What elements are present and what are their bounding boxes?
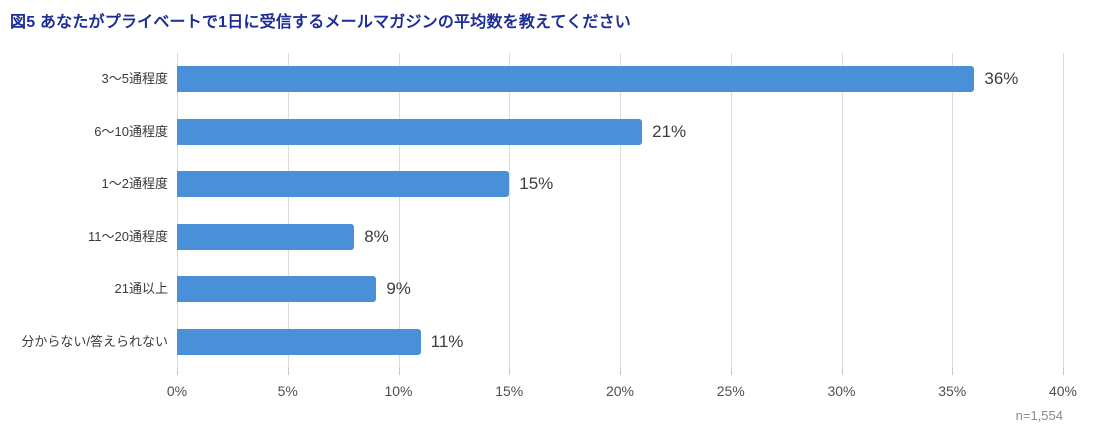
- axis-tick: [620, 368, 621, 375]
- value-label: 21%: [652, 121, 687, 141]
- bar: [177, 171, 510, 198]
- bar-row: 6〜10通程度 21%: [94, 106, 1063, 159]
- axis-tick: [287, 368, 289, 375]
- x-axis-label: 10%: [384, 383, 413, 399]
- x-axis-label: 25%: [716, 383, 745, 399]
- x-axis-label: 15%: [495, 383, 524, 399]
- gridline: [952, 53, 954, 368]
- axis-tick: [398, 368, 400, 375]
- bar-row: 3〜5通程度 36%: [102, 53, 1063, 106]
- category-label: 6〜10通程度: [94, 123, 168, 139]
- gridline: [177, 53, 178, 368]
- value-label: 15%: [519, 174, 554, 193]
- sample-size-note: n=1,554: [1015, 408, 1063, 423]
- axis-tick: [952, 368, 954, 375]
- bar: [177, 118, 643, 145]
- bar-row: 分からない/答えられない 11%: [21, 316, 1063, 369]
- axis-tick: [509, 368, 511, 375]
- category-label: 3〜5通程度: [101, 71, 168, 86]
- bar-row: 21通以上 9%: [115, 263, 1063, 316]
- x-axis-label: 35%: [938, 383, 967, 399]
- bar: [177, 223, 355, 250]
- bar: [177, 66, 975, 93]
- gridline: [287, 53, 289, 368]
- value-label: 9%: [386, 279, 411, 298]
- category-label: 11〜20通程度: [88, 228, 168, 244]
- category-label: 1〜2通程度: [101, 176, 168, 191]
- bar-row: 11〜20通程度 8%: [88, 211, 1063, 264]
- bar: [177, 328, 421, 355]
- x-axis-label: 40%: [1048, 383, 1078, 399]
- gridline: [620, 53, 621, 368]
- value-label: 36%: [984, 69, 1019, 88]
- gridline: [841, 53, 843, 368]
- chart-title: 図5 あなたがプライベートで1日に受信するメールマガジンの平均数を教えてください: [10, 14, 631, 31]
- axis-tick: [841, 368, 843, 375]
- x-axis-label: 30%: [827, 383, 856, 399]
- category-label: 分からない/答えられない: [21, 333, 168, 349]
- gridline: [398, 53, 400, 368]
- axis-tick: [1063, 368, 1064, 375]
- x-axis-label: 20%: [605, 383, 635, 399]
- plot-area: 3〜5通程度 36% 6〜10通程度 21% 1〜2通程度 15% 11〜20通程度 8% 21…: [21, 53, 1064, 375]
- bar: [177, 276, 377, 303]
- x-axis-label: 5%: [277, 383, 298, 399]
- bar-row: 1〜2通程度 15%: [102, 158, 1063, 211]
- axis-tick: [730, 368, 732, 375]
- x-axis-label: 0%: [166, 383, 188, 399]
- gridline: [1063, 53, 1064, 368]
- category-label: 21通以上: [114, 281, 168, 296]
- value-label: 11%: [430, 331, 464, 351]
- gridline: [509, 53, 511, 368]
- axis-tick: [177, 368, 178, 375]
- gridline: [730, 53, 732, 368]
- value-label: 8%: [364, 226, 389, 246]
